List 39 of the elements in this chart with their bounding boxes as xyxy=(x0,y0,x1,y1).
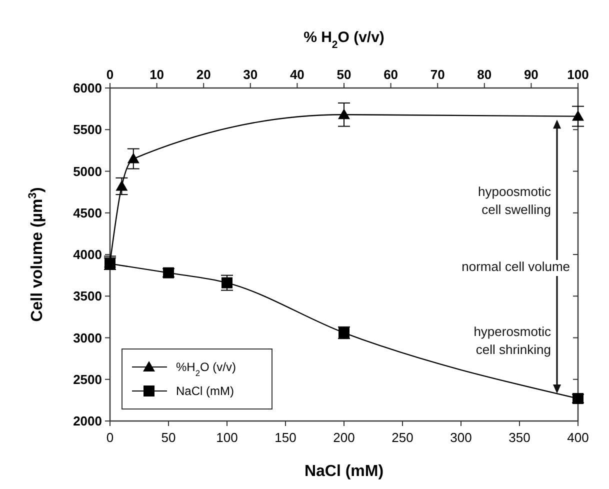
annotation: normal cell volume xyxy=(462,259,570,274)
legend-label: NaCl (mM) xyxy=(176,384,234,398)
x-tick-label: 200 xyxy=(333,430,355,445)
point xyxy=(572,393,584,404)
y-tick-label: 2500 xyxy=(73,372,102,387)
x-tick-label: 150 xyxy=(274,430,296,445)
x2-axis-title: % H$_{2}$O (v/v) xyxy=(304,29,384,51)
y-tick-label: 5000 xyxy=(73,164,102,179)
x2-tick-label: 40 xyxy=(290,67,304,82)
y-tick-label: 6000 xyxy=(73,80,102,96)
x2-tick-label: 100 xyxy=(567,67,589,82)
x2-tick-label: 30 xyxy=(243,67,258,82)
x-axis-title: NaCl (mM) xyxy=(304,463,384,480)
x2-tick-label: 50 xyxy=(336,67,352,82)
x-tick-label: 300 xyxy=(450,430,472,445)
legend-label: %H$_{2}$O (v/v) xyxy=(176,360,236,378)
x-tick-label: 250 xyxy=(392,430,414,445)
x2-tick-label: 10 xyxy=(150,67,164,82)
y-tick-label: 3500 xyxy=(73,288,102,304)
x-tick-label: 350 xyxy=(508,430,530,445)
annotation: hyperosmotic cell shrinking xyxy=(474,324,552,357)
x2-tick-label: 20 xyxy=(196,67,211,82)
point xyxy=(222,277,232,288)
y-tick-label: 3000 xyxy=(73,330,102,346)
x2-tick-label: 70 xyxy=(430,67,445,82)
x2-tick-label: 90 xyxy=(524,67,538,82)
x-tick-label: 400 xyxy=(567,430,589,445)
x2-tick-label: 60 xyxy=(384,67,398,82)
y-tick-label: 4000 xyxy=(73,247,102,262)
x2-tick-label: 80 xyxy=(477,67,492,82)
point xyxy=(163,267,174,278)
x-tick-label: 50 xyxy=(161,430,176,445)
x-tick-label: 100 xyxy=(216,430,238,445)
annotation: hypoosmotic cell swelling xyxy=(478,184,552,217)
y-tick-label: 2000 xyxy=(73,414,102,429)
x-tick-label: 0 xyxy=(106,430,114,445)
y-tick-label: 4500 xyxy=(73,205,102,220)
x2-tick-label: 0 xyxy=(106,67,114,82)
y-tick-label: 5500 xyxy=(73,122,102,138)
